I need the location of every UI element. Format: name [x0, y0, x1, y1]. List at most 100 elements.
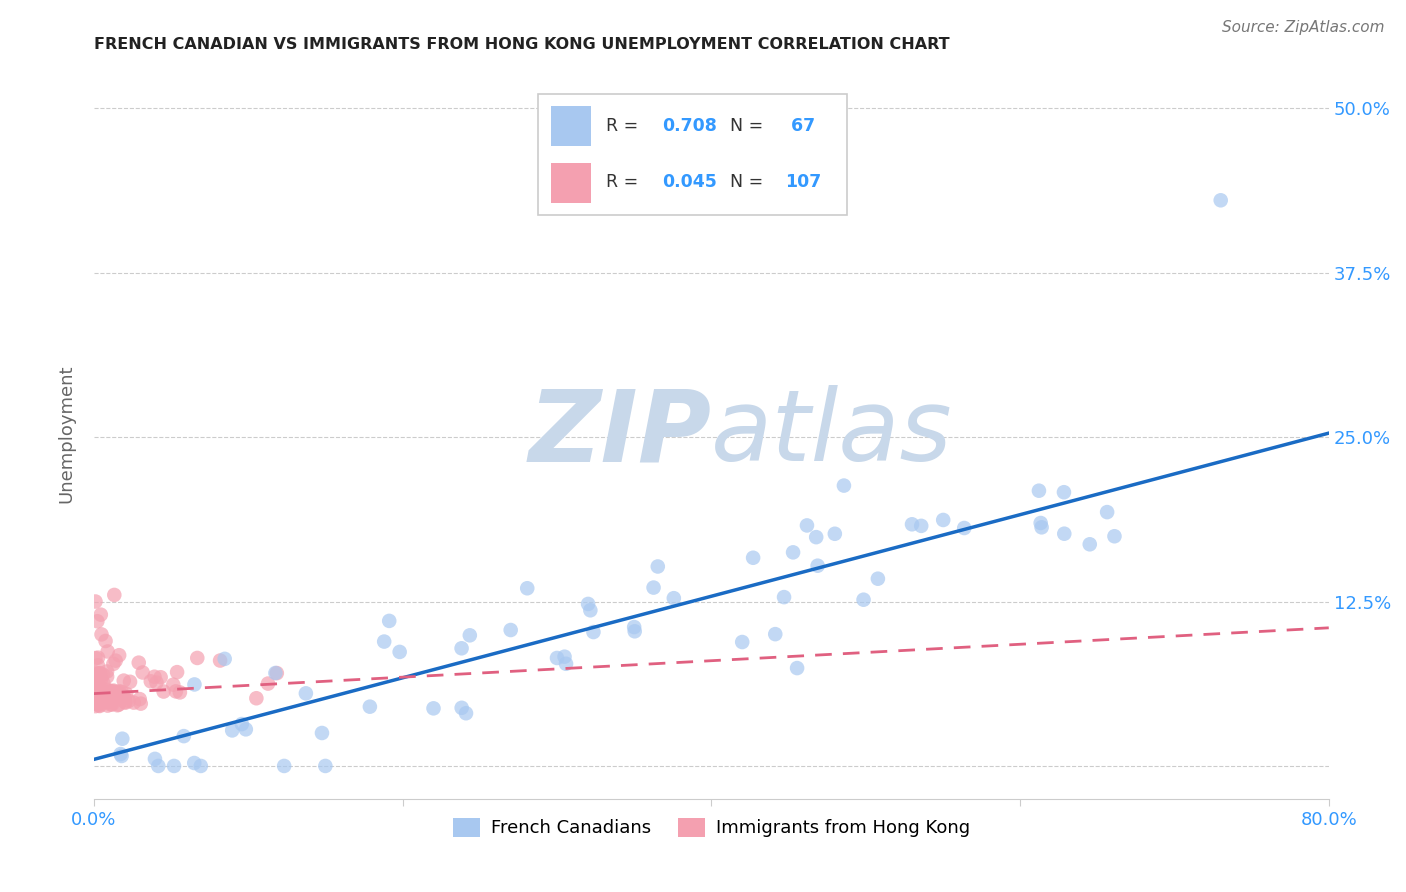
Point — [91, 685, 114, 699]
Point — [1028, 483, 1050, 498]
Point — [221, 723, 243, 738]
Point — [143, 670, 166, 684]
Point — [112, 673, 135, 688]
Point — [89, 698, 111, 713]
Point — [186, 651, 208, 665]
Point — [89, 687, 111, 701]
Point — [1053, 526, 1076, 541]
Point — [131, 665, 153, 680]
Point — [576, 597, 599, 611]
Point — [111, 731, 134, 746]
Point — [1209, 194, 1232, 208]
Point — [86, 678, 108, 692]
Point — [1095, 505, 1118, 519]
Point — [101, 685, 124, 699]
Point — [114, 696, 136, 710]
Point — [103, 588, 125, 602]
Point — [90, 607, 112, 622]
Point — [87, 697, 110, 711]
Point — [104, 654, 127, 668]
Point — [257, 676, 280, 690]
Point — [183, 677, 205, 691]
Point — [86, 677, 108, 691]
Point — [90, 627, 112, 641]
Point — [114, 690, 136, 705]
Point — [93, 676, 115, 690]
Point — [901, 517, 924, 532]
Point — [214, 652, 236, 666]
Point — [114, 695, 136, 709]
Point — [264, 665, 287, 680]
Point — [84, 665, 107, 680]
Point — [152, 684, 174, 698]
Point — [953, 521, 976, 535]
Point — [84, 688, 107, 702]
Point — [84, 667, 107, 681]
Point — [866, 572, 889, 586]
Point — [118, 694, 141, 708]
Point — [90, 682, 112, 697]
Point — [149, 670, 172, 684]
Point — [84, 696, 107, 710]
Point — [145, 675, 167, 690]
Point — [314, 759, 336, 773]
Point — [139, 674, 162, 689]
Point — [623, 620, 645, 634]
Point — [231, 717, 253, 731]
Point — [165, 684, 187, 698]
Point — [89, 666, 111, 681]
Point — [103, 657, 125, 671]
Point — [84, 672, 107, 686]
Point — [499, 623, 522, 637]
Point — [101, 684, 124, 698]
Point — [86, 697, 108, 711]
Point — [100, 694, 122, 708]
Point — [782, 545, 804, 559]
Point — [190, 759, 212, 773]
Point — [163, 759, 186, 773]
Point — [84, 677, 107, 691]
Point — [731, 635, 754, 649]
Point — [90, 672, 112, 686]
Point — [84, 675, 107, 690]
Point — [582, 625, 605, 640]
Point — [129, 697, 152, 711]
Point — [104, 691, 127, 706]
Point — [388, 645, 411, 659]
Point — [108, 648, 131, 663]
Text: Source: ZipAtlas.com: Source: ZipAtlas.com — [1222, 20, 1385, 35]
Point — [128, 692, 150, 706]
Point — [97, 690, 120, 705]
Point — [173, 729, 195, 743]
Point — [166, 665, 188, 680]
Point — [450, 701, 472, 715]
Point — [87, 676, 110, 690]
Point — [807, 558, 830, 573]
Point — [555, 657, 578, 671]
Point — [97, 682, 120, 697]
Point — [1029, 516, 1052, 530]
Point — [86, 693, 108, 707]
Point — [110, 685, 132, 699]
Point — [89, 666, 111, 681]
Point — [643, 581, 665, 595]
Point — [107, 698, 129, 712]
Point — [373, 634, 395, 648]
Point — [1104, 529, 1126, 543]
Point — [183, 756, 205, 770]
Point — [623, 624, 645, 639]
Point — [110, 749, 132, 764]
Point — [143, 752, 166, 766]
Y-axis label: Unemployment: Unemployment — [58, 365, 75, 503]
Point — [422, 701, 444, 715]
Point — [209, 654, 232, 668]
Point — [579, 603, 602, 617]
Point — [84, 692, 107, 706]
Point — [118, 674, 141, 689]
Point — [100, 690, 122, 704]
Point — [910, 519, 932, 533]
Point — [273, 759, 295, 773]
Point — [84, 694, 107, 708]
Point — [115, 687, 138, 701]
Point — [235, 723, 257, 737]
